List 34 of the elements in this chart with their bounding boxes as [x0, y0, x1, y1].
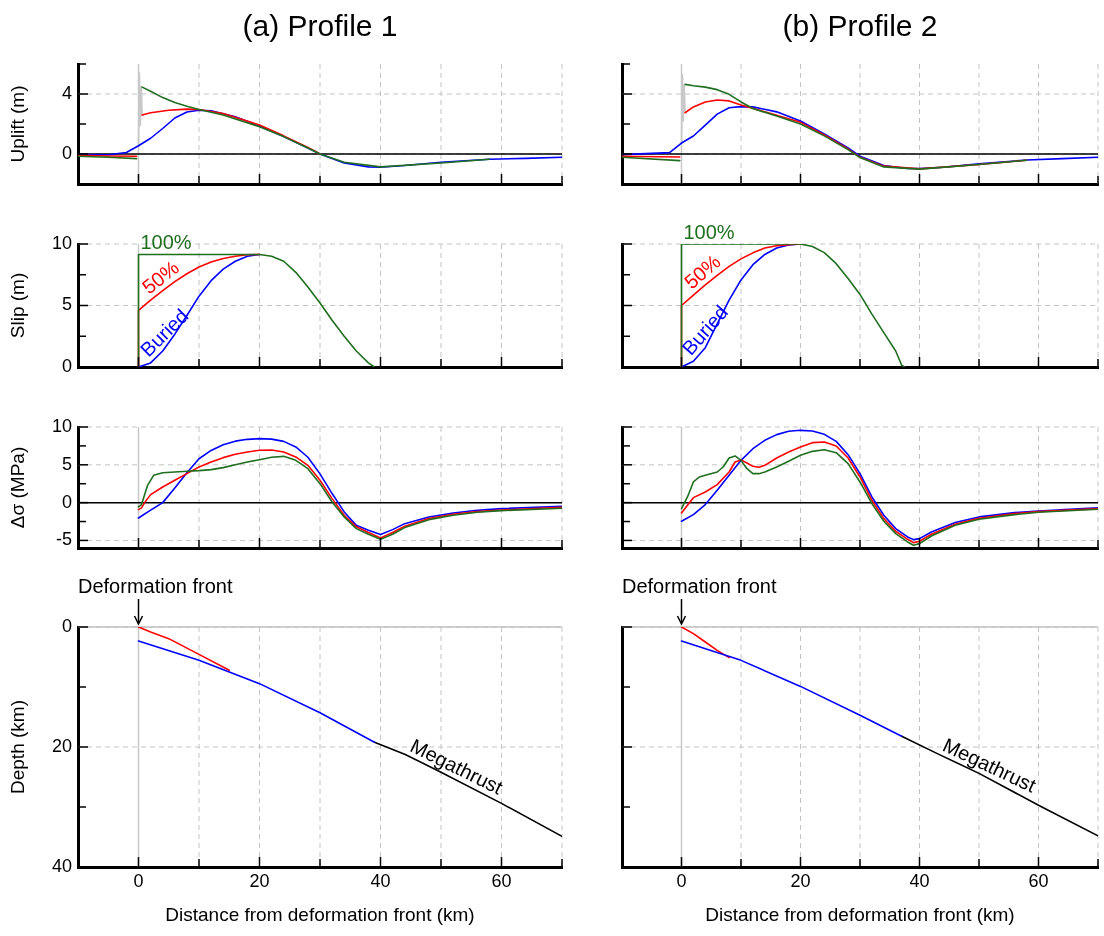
x-tick-label: 0	[133, 870, 144, 891]
y-tick-label: 5	[61, 453, 72, 474]
y-tick-label: 5	[61, 294, 72, 315]
x-axis-title: Distance from deformation front (km)	[165, 903, 475, 925]
chart-title: (a) Profile 1	[242, 9, 398, 42]
series-label: 100%	[683, 221, 735, 243]
y-axis-title: Slip (m)	[6, 272, 28, 339]
y-tick-label: 0	[61, 142, 72, 163]
series-label: 100%	[140, 231, 192, 254]
y-tick-label: 0	[61, 491, 72, 512]
x-tick-label: 60	[1028, 870, 1049, 891]
x-tick-label: 60	[491, 870, 512, 891]
text: 50%	[138, 256, 184, 299]
y-tick-label: 10	[51, 232, 72, 253]
y-tick-label: 4	[61, 82, 72, 103]
y-axis-title: Uplift (m)	[6, 85, 28, 163]
annotation: Deformation front	[78, 575, 233, 597]
y-tick-label: -5	[55, 529, 72, 550]
y-tick-label: 0	[61, 615, 72, 636]
text: 50%	[679, 250, 725, 294]
x-tick-label: 0	[676, 870, 687, 891]
y-axis-title: Δσ (MPa)	[6, 446, 28, 529]
y-tick-label: 20	[51, 735, 72, 756]
y-tick-label: 10	[51, 415, 72, 436]
x-tick-label: 40	[909, 870, 930, 891]
y-tick-label: 40	[51, 855, 72, 876]
x-axis-title: Distance from deformation front (km)	[705, 903, 1015, 925]
x-tick-label: 40	[370, 870, 391, 891]
y-axis-title: Depth (km)	[6, 700, 28, 794]
chart-title: (b) Profile 2	[782, 9, 938, 42]
annotation: Deformation front	[622, 575, 777, 597]
x-tick-label: 20	[249, 870, 270, 891]
x-tick-label: 20	[790, 870, 811, 891]
y-tick-label: 0	[61, 355, 72, 376]
